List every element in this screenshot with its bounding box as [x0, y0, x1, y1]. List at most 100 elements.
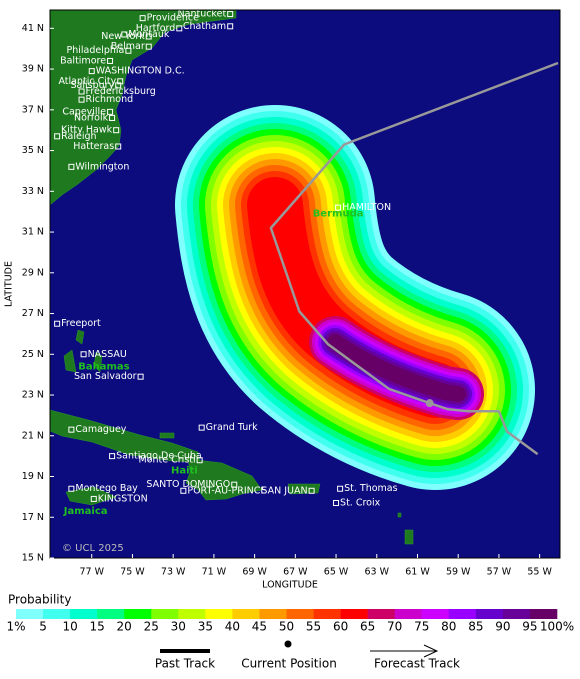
city-marker: [227, 23, 234, 30]
city-label: NASSAU: [88, 349, 127, 360]
x-tick-label: 75 W: [120, 567, 145, 578]
colorbar-tick-label: 90: [495, 620, 510, 634]
colorbar-tick-label: 100%: [540, 620, 574, 634]
current-position: [425, 399, 434, 408]
y-tick-label: 29 N: [22, 267, 44, 278]
colorbar-tick-label: 55: [306, 620, 321, 634]
colorbar-swatch: [151, 609, 179, 619]
x-tick-label: 69 W: [242, 567, 267, 578]
city-label: SANTO DOMINGO: [146, 479, 230, 490]
city-label: Grand Turk: [206, 422, 258, 433]
colorbar-tick-label: 80: [441, 620, 456, 634]
x-tick-label: 77 W: [79, 567, 104, 578]
city-label: Kitty Hawk: [61, 125, 113, 136]
city-label: Atlantic City: [58, 76, 116, 87]
x-tick-label: 65 W: [324, 567, 349, 578]
y-tick-label: 31 N: [22, 227, 44, 238]
colorbar-tick-label: 85: [468, 620, 483, 634]
city-label: Hatteras: [73, 141, 114, 152]
x-axis-title: LONGITUDE: [262, 580, 318, 591]
city-label: Norfolk: [74, 112, 109, 123]
y-tick-label: 23 N: [22, 390, 44, 401]
colorbar-tick-label: 30: [171, 620, 186, 634]
y-tick-label: 35 N: [22, 145, 44, 156]
city-label: Baltimore: [60, 55, 106, 66]
x-tick-label: 57 W: [487, 567, 512, 578]
legend-label: Forecast Track: [374, 657, 460, 671]
colorbar-swatch: [43, 609, 71, 619]
city-label: Santiago De Cuba: [116, 451, 202, 462]
city-label: St. Croix: [340, 497, 381, 508]
colorbar-tick-label: 20: [117, 620, 132, 634]
city-marker: [107, 57, 114, 64]
colorbar-tick-label: 10: [62, 620, 77, 634]
x-tick-label: 67 W: [283, 567, 308, 578]
city-marker: [90, 495, 97, 502]
x-tick-label: 71 W: [202, 567, 227, 578]
x-tick-label: 55 W: [527, 567, 552, 578]
tracks: [269, 61, 559, 456]
city-marker: [231, 481, 238, 488]
colorbar-swatch: [529, 609, 558, 619]
copyright: © UCL 2025: [62, 543, 124, 554]
city-marker: [80, 351, 87, 358]
city-label: KINGSTON: [98, 493, 148, 504]
colorbar-swatch: [502, 609, 531, 619]
y-tick-label: 17 N: [22, 512, 44, 523]
colorbar-tick-label: 65: [360, 620, 375, 634]
colorbar-tick-label: 45: [252, 620, 267, 634]
city-marker: [227, 11, 234, 18]
city-marker: [180, 487, 187, 494]
colorbar-tick-label: 35: [198, 620, 213, 634]
city-marker: [335, 204, 342, 211]
city-label: Salisbury: [71, 80, 115, 91]
colorbar-swatch: [259, 609, 287, 619]
city-label: Montego Bay: [75, 483, 138, 494]
colorbar-swatch: [448, 609, 477, 619]
region-label: Jamaica: [63, 506, 108, 517]
colorbar-swatch: [16, 609, 44, 619]
y-tick-label: 27 N: [22, 308, 44, 319]
probability-band: [327, 334, 466, 402]
city-marker: [68, 163, 75, 170]
bahamas-andros: [63, 349, 77, 373]
colorbar-swatch: [340, 609, 368, 619]
city-marker: [137, 373, 144, 380]
city-marker: [337, 485, 344, 492]
city-label: Nantucket: [178, 9, 227, 20]
legend-label: Current Position: [241, 657, 337, 671]
city-label: WASHINGTON D.C.: [96, 66, 185, 77]
city-label: Monte Cristi: [139, 455, 196, 466]
bahamas-abaco: [75, 329, 85, 345]
colorbar-swatch: [286, 609, 314, 619]
hispaniola: [185, 458, 263, 501]
colorbar-swatch: [367, 609, 395, 619]
city-label: Freeport: [61, 318, 101, 329]
cuba: [49, 409, 201, 463]
city-marker: [109, 453, 116, 460]
city-label: Raleigh: [61, 131, 96, 142]
city-label: PORT-AU-PRINCE: [187, 485, 266, 496]
colorbar: 1% 5 10 15 20 25 30 35 40 45 50 55 60 65 70 75 80 85 90 95 1…: [6, 609, 574, 634]
y-tick-label: 41 N: [22, 23, 44, 34]
colorbar-swatch: [70, 609, 98, 619]
city-marker: [121, 31, 128, 38]
city-marker: [78, 96, 85, 103]
land: [49, 9, 414, 545]
forecast-track-legend-arrow: [423, 644, 439, 658]
legend-label: Past Track: [155, 657, 215, 671]
region-label: Bahamas: [78, 362, 129, 373]
city-marker: [196, 457, 203, 464]
colorbar-swatch: [232, 609, 260, 619]
axes: 77 W 75 W 73 W 71 W 69 W 67 W 65 W 63 W 61 W 59 W…: [22, 23, 553, 578]
city-marker: [113, 127, 120, 134]
colorbar-swatch: [124, 609, 152, 619]
current-position-legend-dot: [284, 640, 292, 648]
colorbar-tick-label: 5: [39, 620, 47, 634]
city-label: SAN JUAN: [261, 485, 307, 496]
bahamas-eleuthera: [93, 351, 103, 373]
city-label: Montauk: [128, 29, 170, 40]
y-tick-label: 33 N: [22, 186, 44, 197]
